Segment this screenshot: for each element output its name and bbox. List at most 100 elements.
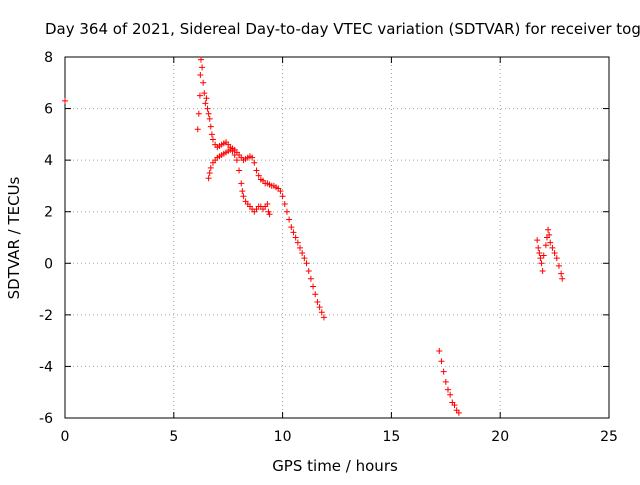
y-tick-label: 0 bbox=[44, 256, 53, 272]
data-point bbox=[297, 244, 304, 251]
data-point bbox=[305, 268, 312, 275]
data-point bbox=[266, 211, 273, 218]
grid bbox=[65, 57, 609, 418]
data-point bbox=[316, 304, 323, 311]
data-point bbox=[201, 90, 208, 97]
x-tick-label: 10 bbox=[274, 429, 292, 445]
data-point bbox=[290, 229, 297, 236]
data-point bbox=[286, 216, 293, 223]
data-point bbox=[238, 180, 245, 187]
data-point bbox=[197, 72, 204, 79]
data-point bbox=[279, 193, 286, 200]
data-point bbox=[208, 131, 215, 138]
data-point bbox=[542, 242, 549, 249]
data-point bbox=[540, 252, 547, 259]
chart-title: Day 364 of 2021, Sidereal Day-to-day VTE… bbox=[45, 20, 640, 38]
y-tick-label: -4 bbox=[39, 359, 53, 375]
data-point bbox=[203, 95, 210, 102]
data-point bbox=[62, 97, 68, 104]
data-point bbox=[549, 244, 556, 251]
data-point bbox=[229, 148, 236, 155]
x-tick-label: 20 bbox=[491, 429, 509, 445]
data-point bbox=[320, 314, 327, 321]
data-point bbox=[253, 167, 260, 174]
data-point bbox=[555, 262, 562, 269]
data-point bbox=[199, 64, 206, 71]
data-point bbox=[281, 200, 288, 207]
data-points bbox=[62, 56, 566, 416]
data-point bbox=[553, 255, 560, 262]
data-point bbox=[442, 378, 449, 385]
data-point bbox=[559, 275, 566, 282]
data-point bbox=[547, 239, 554, 246]
data-point bbox=[299, 249, 306, 256]
data-point bbox=[196, 92, 203, 99]
data-point bbox=[292, 234, 299, 241]
data-point bbox=[536, 249, 543, 256]
data-point bbox=[264, 200, 271, 207]
data-point bbox=[303, 260, 310, 267]
data-point bbox=[209, 136, 216, 143]
data-point bbox=[440, 368, 447, 375]
x-tick-label: 5 bbox=[169, 429, 178, 445]
data-point bbox=[206, 170, 213, 177]
data-point bbox=[314, 298, 321, 305]
plot-frame bbox=[64, 56, 610, 419]
data-point bbox=[455, 409, 462, 416]
data-point bbox=[202, 100, 209, 107]
data-point bbox=[249, 154, 256, 161]
y-tick-label: 8 bbox=[44, 50, 53, 66]
y-tick-label: -6 bbox=[39, 411, 53, 427]
x-tick-label: 0 bbox=[61, 429, 70, 445]
data-point bbox=[265, 208, 272, 215]
data-point bbox=[288, 224, 295, 231]
y-tick-label: 6 bbox=[44, 102, 53, 118]
data-point bbox=[200, 79, 207, 86]
data-point bbox=[312, 291, 319, 298]
data-point bbox=[438, 358, 445, 365]
data-point bbox=[236, 167, 243, 174]
data-point bbox=[233, 157, 240, 164]
data-point bbox=[283, 208, 290, 215]
data-point bbox=[551, 249, 558, 256]
data-point bbox=[546, 231, 553, 238]
data-point bbox=[204, 105, 211, 112]
data-point bbox=[301, 255, 308, 262]
data-point bbox=[451, 402, 458, 409]
x-tick-label: 15 bbox=[382, 429, 400, 445]
data-point bbox=[251, 159, 258, 166]
data-point bbox=[318, 309, 325, 316]
data-point bbox=[239, 188, 246, 195]
data-point bbox=[444, 386, 451, 393]
data-point bbox=[436, 347, 443, 354]
data-point bbox=[207, 123, 214, 130]
data-point bbox=[277, 188, 284, 195]
data-point bbox=[545, 226, 552, 233]
data-point bbox=[255, 172, 262, 179]
data-point bbox=[307, 275, 314, 282]
axis-ticks: 0 5 10 15 20 25 -6 -4 -2 0 2 4 6 8 bbox=[39, 50, 618, 445]
data-point bbox=[310, 283, 317, 290]
data-point bbox=[207, 164, 214, 171]
data-point bbox=[537, 255, 544, 262]
data-point bbox=[294, 239, 301, 246]
x-tick-label: 25 bbox=[600, 429, 618, 445]
data-point bbox=[558, 270, 565, 277]
data-point bbox=[447, 391, 454, 398]
data-point bbox=[206, 115, 213, 122]
data-point bbox=[539, 268, 546, 275]
data-point bbox=[195, 110, 202, 117]
data-point bbox=[194, 126, 201, 133]
data-point bbox=[240, 193, 247, 200]
y-tick-label: -2 bbox=[39, 308, 53, 324]
x-axis-label: GPS time / hours bbox=[272, 457, 398, 475]
data-point bbox=[538, 260, 545, 267]
data-point bbox=[205, 175, 212, 182]
data-point bbox=[231, 151, 238, 158]
data-point bbox=[198, 56, 204, 63]
y-axis-label: SDTVAR / TECUs bbox=[5, 176, 23, 299]
y-tick-label: 4 bbox=[44, 153, 53, 169]
data-point bbox=[205, 110, 212, 117]
